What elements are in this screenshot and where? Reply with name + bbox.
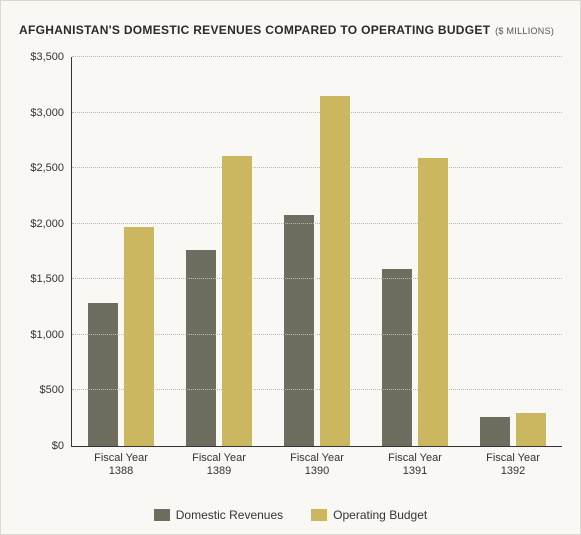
legend-swatch [154,509,170,521]
legend-item: Operating Budget [311,508,427,522]
y-axis-label: $2,500 [30,162,72,174]
gridline [72,223,562,224]
x-axis-label: Fiscal Year1392 [486,446,540,478]
legend-swatch [311,509,327,521]
legend: Domestic Revenues Operating Budget [1,508,580,522]
y-axis-label: $3,000 [30,107,72,119]
chart-container: AFGHANISTAN'S DOMESTIC REVENUES COMPARED… [0,0,581,535]
y-axis-label: $500 [40,384,72,396]
bar [222,156,252,446]
gridline [72,167,562,168]
x-axis-label: Fiscal Year1389 [192,446,246,478]
bar-group: Fiscal Year1389 [170,57,268,446]
y-axis-label: $3,500 [30,51,72,63]
bar [186,250,216,446]
y-axis-label: $2,000 [30,218,72,230]
bars-row: Fiscal Year1388Fiscal Year1389Fiscal Yea… [72,57,562,446]
x-axis-label: Fiscal Year1388 [94,446,148,478]
bar [480,417,510,446]
bar [516,413,546,446]
x-axis-label: Fiscal Year1390 [290,446,344,478]
bar-group: Fiscal Year1391 [366,57,464,446]
legend-label: Domestic Revenues [176,508,283,522]
bar [284,215,314,446]
bar [124,227,154,446]
y-axis-label: $1,000 [30,329,72,341]
gridline [72,56,562,57]
chart-title-sub: ($ MILLIONS) [495,26,554,36]
plot-area: Fiscal Year1388Fiscal Year1389Fiscal Yea… [71,57,562,447]
gridline [72,112,562,113]
bar-group: Fiscal Year1390 [268,57,366,446]
y-axis-label: $0 [52,440,72,452]
bar-group: Fiscal Year1392 [464,57,562,446]
bar [418,158,448,446]
x-axis-label: Fiscal Year1391 [388,446,442,478]
gridline [72,334,562,335]
bar [320,96,350,446]
chart-title-main: AFGHANISTAN'S DOMESTIC REVENUES COMPARED… [19,23,490,37]
bar [382,269,412,446]
legend-item: Domestic Revenues [154,508,283,522]
gridline [72,389,562,390]
bar [88,303,118,446]
gridline [72,278,562,279]
chart-title: AFGHANISTAN'S DOMESTIC REVENUES COMPARED… [19,21,562,39]
bar-group: Fiscal Year1388 [72,57,170,446]
legend-label: Operating Budget [333,508,427,522]
y-axis-label: $1,500 [30,273,72,285]
